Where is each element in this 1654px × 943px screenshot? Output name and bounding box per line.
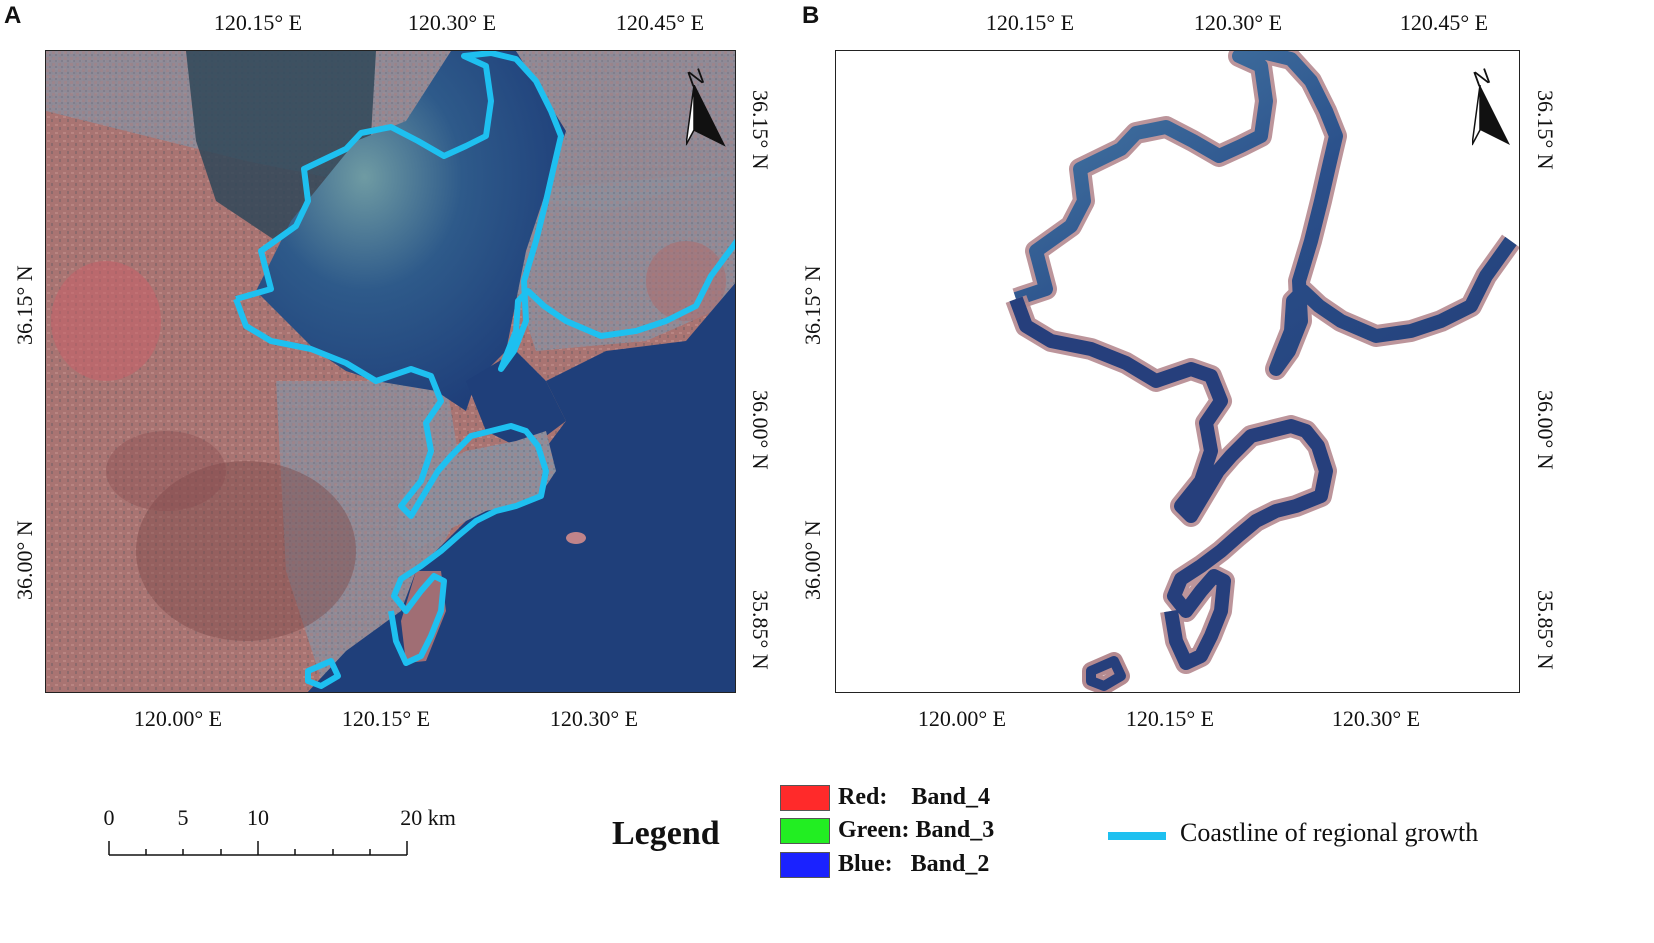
panel-a-bottom-tick: 120.15° E [341, 706, 431, 731]
panel-a-right-tick: 36.15° N [748, 90, 773, 170]
coastline-path-a [305, 658, 341, 689]
panel-a-map: N [45, 50, 736, 693]
scale-label: 20 km [400, 805, 456, 830]
panel-b-bottom-tick: 120.00° E [917, 706, 1007, 731]
legend-title: Legend [612, 815, 720, 852]
legend-swatch-blue [780, 852, 830, 878]
panel-b-right-tick: 36.00° N [1533, 390, 1558, 470]
panel-a-bottom-tick: 120.30° E [549, 706, 639, 731]
panel-b-top-tick: 120.15° E [985, 10, 1075, 35]
scale-label: 10 [247, 805, 269, 830]
panel-b-right-tick: 35.85° N [1533, 590, 1558, 670]
north-arrow-b: N [1470, 63, 1512, 155]
panel-b-left-tick: 36.00° N [800, 520, 825, 600]
legend-band-label: Green: Band_3 [838, 817, 995, 843]
panel-a-bottom-tick: 120.00° E [133, 706, 223, 731]
coastline-path-a [235, 51, 735, 372]
panel-a-left-tick: 36.15° N [12, 265, 37, 345]
panel-b-map: N [835, 50, 1520, 693]
panel-b-coastal-buffer [1005, 51, 1519, 692]
scale-bar: 0 5 10 20 km [100, 805, 456, 865]
coastline-path-a [233, 297, 549, 666]
panel-a-left-tick: 36.00° N [12, 520, 37, 600]
north-arrow-icon [1480, 85, 1510, 145]
panel-b-right-tick: 36.15° N [1533, 90, 1558, 170]
panel-b-bottom-tick: 120.30° E [1331, 706, 1421, 731]
legend-coastline-swatch [1108, 832, 1166, 840]
panel-a-top-tick: 120.45° E [615, 10, 705, 35]
legend-band-label: Red: Band_4 [838, 784, 991, 810]
panel-a-top-tick: 120.15° E [213, 10, 303, 35]
panel-a-top-tick: 120.30° E [407, 10, 497, 35]
panel-a-right-tick: 35.85° N [748, 590, 773, 670]
panel-b-top-tick: 120.45° E [1399, 10, 1489, 35]
scale-label: 0 [103, 805, 115, 830]
scale-label: 5 [177, 805, 189, 830]
legend-coastline-label: Coastline of regional growth [1180, 818, 1479, 847]
panel-a-right-tick: 36.00° N [748, 390, 773, 470]
panel-b-left-tick: 36.15° N [800, 265, 825, 345]
panel-b-letter: B [802, 2, 820, 29]
legend-band-label: Blue: Band_2 [838, 851, 990, 877]
panel-a-satellite-image [46, 51, 735, 692]
north-arrow-a: N [684, 63, 726, 155]
legend-swatch-green [780, 818, 830, 844]
panel-b-top-tick: 120.30° E [1193, 10, 1283, 35]
panel-a-letter: A [4, 2, 22, 29]
legend-swatch-red [780, 785, 830, 811]
panel-b-bottom-tick: 120.15° E [1125, 706, 1215, 731]
